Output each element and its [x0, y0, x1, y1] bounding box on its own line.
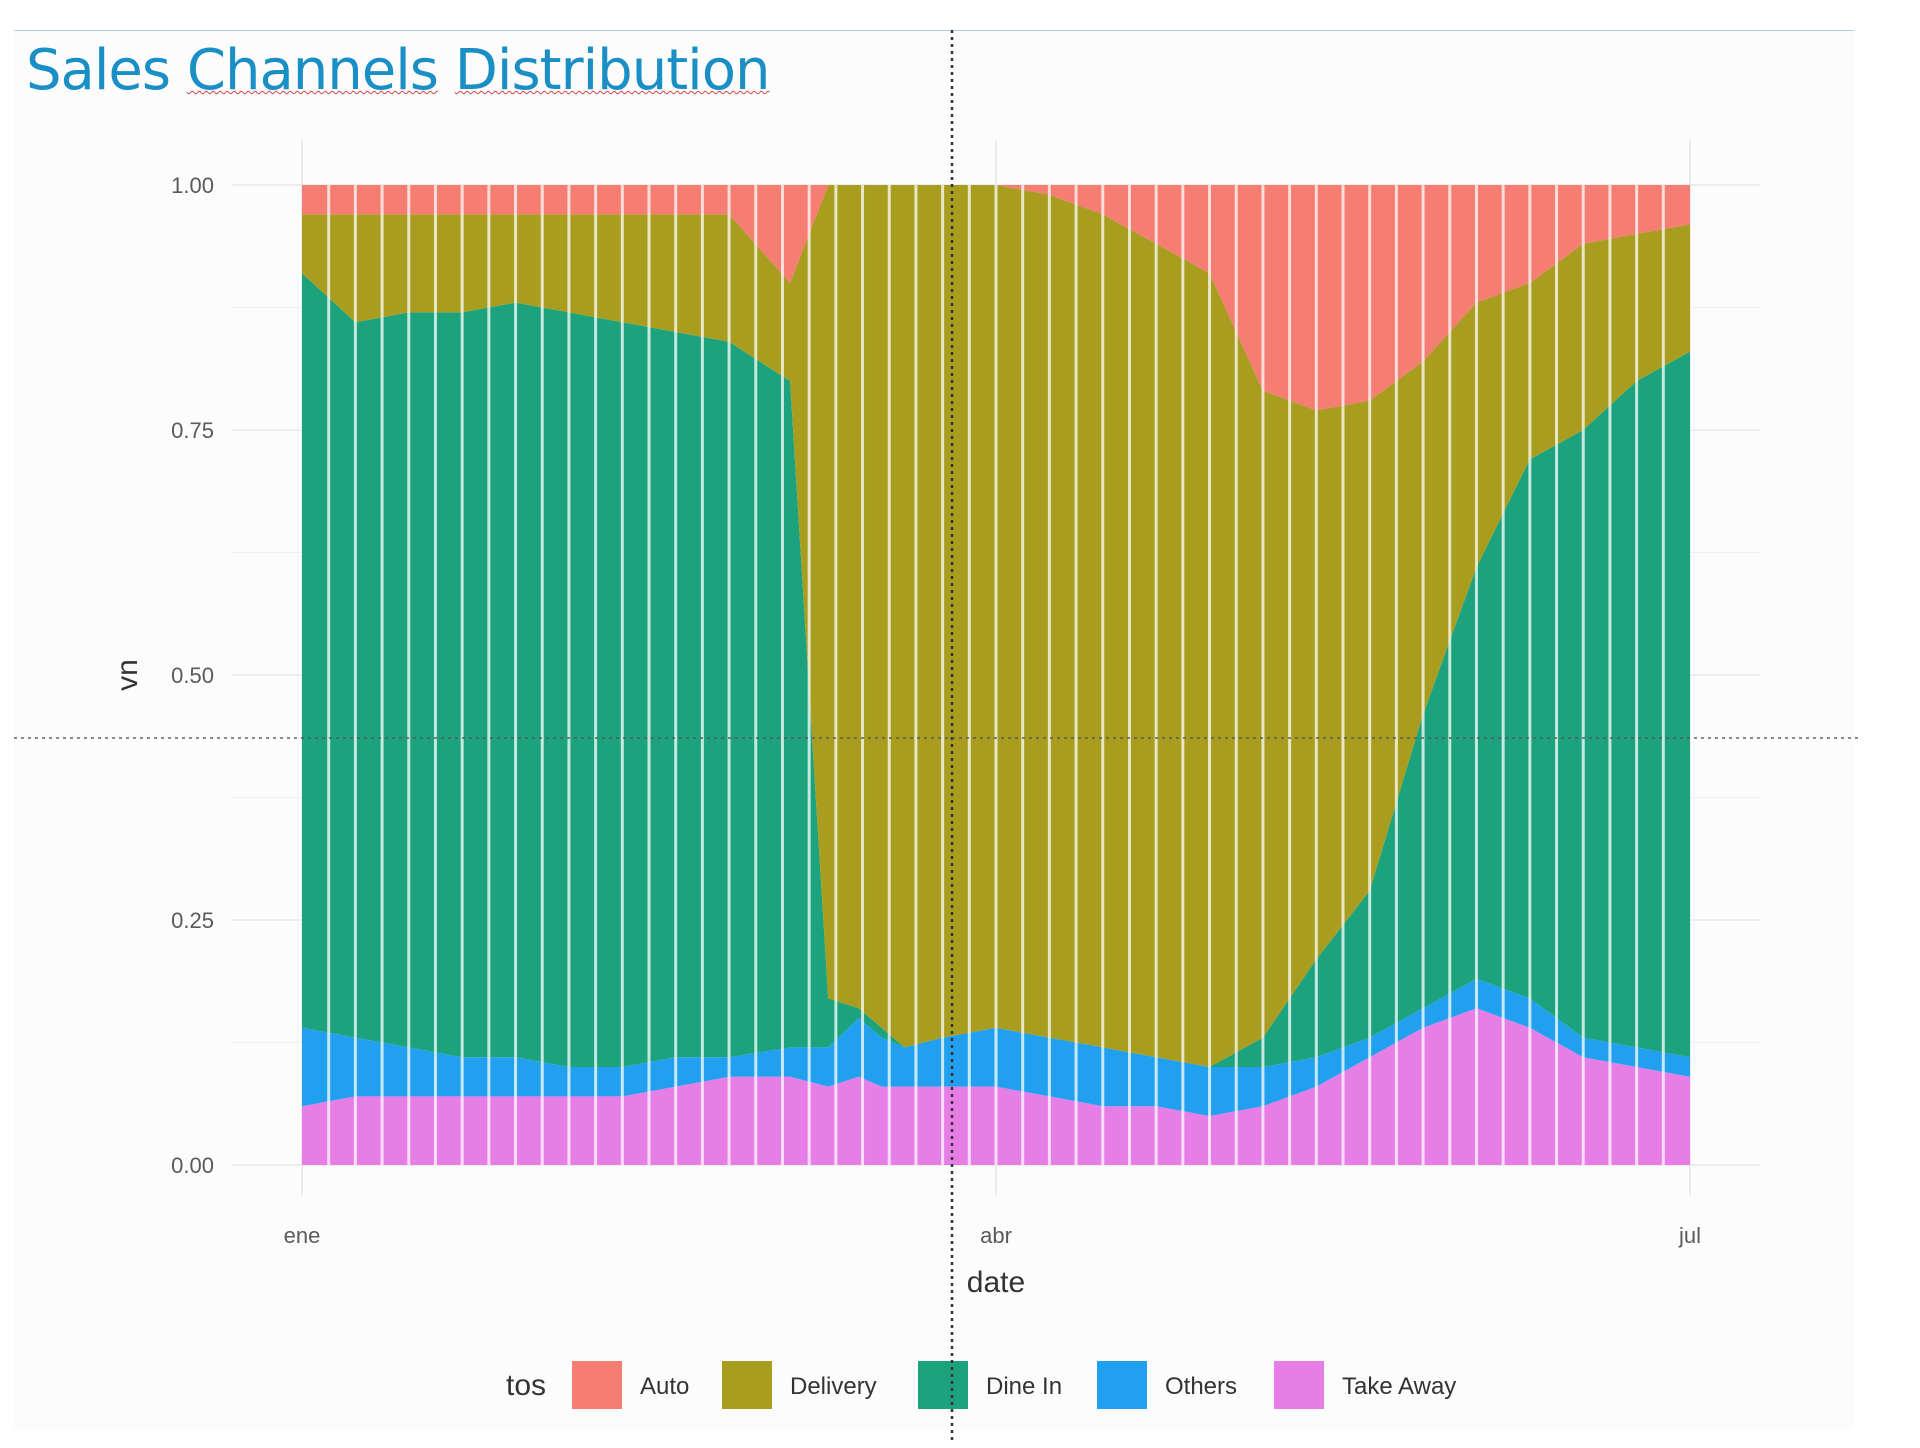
- legend-key-auto: [572, 1361, 622, 1409]
- y-tick-label: 0.75: [171, 418, 214, 443]
- x-tick-label: ene: [284, 1223, 321, 1248]
- legend-layer: tos Auto Delivery Dine In Others Take Away: [506, 1361, 1456, 1409]
- legend-label: Delivery: [790, 1373, 877, 1400]
- y-tick-label: 0.00: [171, 1153, 214, 1178]
- x-axis-title: date: [967, 1266, 1025, 1299]
- legend-label: Auto: [640, 1373, 689, 1400]
- title-word: Channels: [186, 38, 439, 103]
- y-tick-label: 0.25: [171, 908, 214, 933]
- legend-key-dine-in: [918, 1361, 968, 1409]
- legend-key-delivery: [722, 1361, 772, 1409]
- title-word: Sales: [26, 38, 171, 103]
- top-rule: [14, 30, 1854, 31]
- legend-title: tos: [506, 1369, 546, 1402]
- y-tick-label: 0.50: [171, 663, 214, 688]
- x-tick-label: abr: [980, 1223, 1012, 1248]
- legend-label: Others: [1165, 1373, 1237, 1400]
- stripe-layer: [327, 185, 1665, 1165]
- legend-label: Dine In: [986, 1373, 1062, 1400]
- x-tick-label: jul: [1678, 1223, 1701, 1248]
- slide-title: Sales Channels Distribution: [26, 38, 771, 103]
- legend-key-others: [1097, 1361, 1147, 1409]
- y-tick-label: 1.00: [171, 173, 214, 198]
- axis-layer: 0.00 0.25 0.50 0.75 1.00 ene abr jul date vn: [111, 173, 1701, 1299]
- title-word: Distribution: [454, 38, 771, 103]
- y-axis-title: vn: [111, 659, 144, 691]
- legend-key-take-away: [1274, 1361, 1324, 1409]
- legend-label: Take Away: [1342, 1373, 1456, 1400]
